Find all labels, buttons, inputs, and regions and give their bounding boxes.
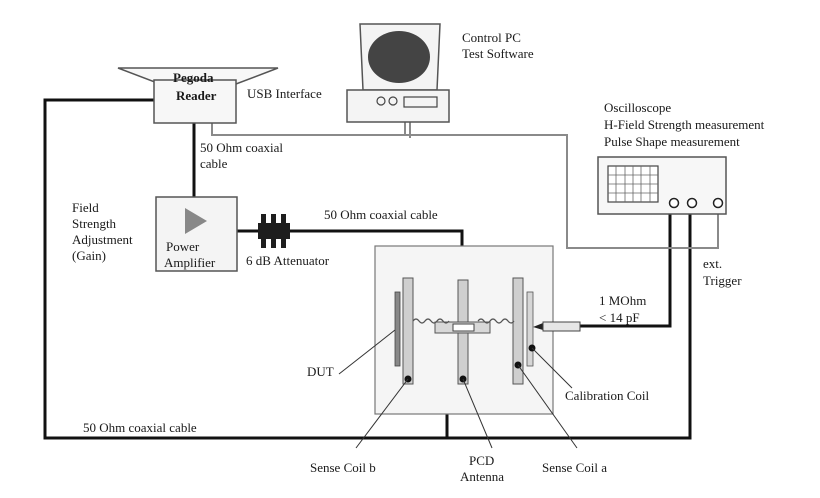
osc-grid: [608, 166, 658, 202]
control-pc-label-1: Control PC: [462, 30, 521, 45]
control-pc: [346, 23, 450, 123]
sense-coil-a: [512, 277, 524, 385]
coax-bottom-label: 50 Ohm coaxial cable: [83, 420, 197, 435]
sense-coil-a-label: Sense Coil a: [542, 460, 607, 475]
probe-label-2: < 14 pF: [599, 310, 640, 325]
pegoda-reader: [117, 67, 279, 124]
sense-coil-b-label: Sense Coil b: [310, 460, 376, 475]
spring-rod-left: [412, 318, 450, 324]
amp-triangle-icon: [185, 208, 207, 234]
amp-body: [155, 196, 238, 272]
pc-base-unit: [346, 89, 450, 123]
coax-probe-osc: [580, 205, 672, 328]
oscilloscope: [597, 156, 727, 215]
spring-rod-right: [477, 318, 515, 324]
pc-drive-slot: [403, 96, 438, 108]
osc-label-3: Pulse Shape measurement: [604, 134, 740, 149]
attenuator: [258, 214, 290, 248]
usb-label: USB Interface: [247, 86, 322, 101]
coax-reader-label-1: 50 Ohm coaxial: [200, 140, 283, 155]
labels: Control PC Test Software Pegoda Reader U…: [72, 30, 765, 484]
reader-body: [153, 79, 237, 124]
ext-label: ext.: [703, 256, 722, 271]
field-adj-label-4: (Gain): [72, 248, 106, 263]
coax-reader-label-2: cable: [200, 156, 228, 171]
amp-label-1: Power: [166, 239, 200, 254]
pc-drive-button-1: [376, 96, 386, 106]
dut-label: DUT: [307, 364, 334, 379]
field-adj-label-3: Adjustment: [72, 232, 133, 247]
pcd-label-1: PCD: [469, 453, 494, 468]
probe-label-1: 1 MOhm: [599, 293, 646, 308]
leader-lines: [338, 329, 578, 449]
pc-drive-button-2: [388, 96, 398, 106]
pc-monitor-screen: [368, 31, 430, 83]
osc-channel-2-jack: [686, 197, 698, 209]
osc-channel-1-jack: [668, 197, 680, 209]
field-adj-label-1: Field: [72, 200, 99, 215]
sense-coil-b: [402, 277, 414, 385]
trigger-label: Trigger: [703, 273, 742, 288]
osc-trigger-jack: [712, 197, 724, 209]
dut-card: [394, 291, 401, 367]
power-amplifier: [155, 196, 238, 272]
calibration-coil-label: Calibration Coil: [565, 388, 650, 403]
bridge-center-block: [452, 323, 475, 332]
coax-antenna-label: 50 Ohm coaxial cable: [324, 207, 438, 222]
osc-label-2: H-Field Strength measurement: [604, 117, 765, 132]
reader-label-1: Pegoda: [173, 70, 214, 85]
usb-cable: [211, 123, 719, 249]
field-adj-label-2: Strength: [72, 216, 117, 231]
reader-label-2: Reader: [176, 88, 217, 103]
control-pc-label-2: Test Software: [462, 46, 534, 61]
probe: [533, 321, 581, 332]
osc-label-1: Oscilloscope: [604, 100, 671, 115]
calibration-coil: [526, 291, 534, 367]
probe-body: [542, 321, 581, 332]
test-assembly: [374, 245, 554, 415]
probe-tip: [533, 323, 543, 330]
attenuator-label: 6 dB Attenuator: [246, 253, 330, 268]
coax-loop-left: [43, 98, 692, 440]
thin-cables: [211, 122, 719, 249]
pcd-label-2: Antenna: [460, 469, 504, 484]
amp-label-2: Amplifier: [164, 255, 216, 270]
